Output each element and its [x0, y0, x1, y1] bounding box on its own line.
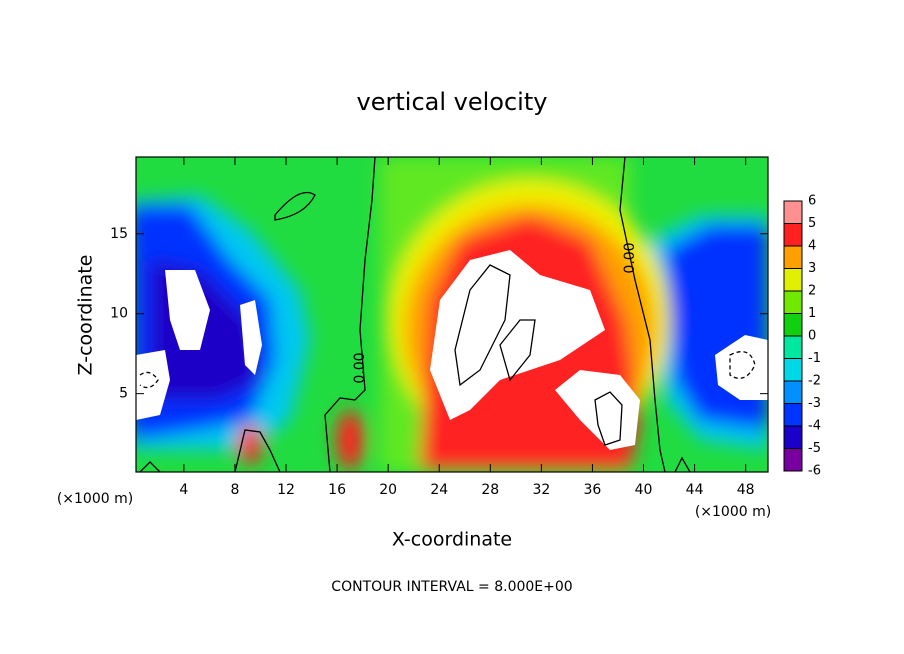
colorbar-swatch — [784, 223, 802, 246]
colorbar-swatch — [784, 403, 802, 426]
contour-line — [594, 391, 623, 446]
contour-label: 0.00 — [622, 242, 638, 273]
contour-line — [234, 429, 281, 472]
contour-line — [499, 319, 536, 382]
contour-lines — [139, 157, 756, 472]
colorbar-label: -3 — [808, 396, 821, 411]
colorbar-label: -1 — [808, 351, 821, 366]
contour-line — [619, 157, 666, 472]
x-tick-label: 8 — [230, 482, 239, 498]
field-saturated — [430, 250, 605, 420]
colorbar-swatch — [784, 426, 802, 449]
x-tick-label: 36 — [584, 482, 602, 498]
field-saturated — [555, 370, 640, 450]
x-unit-label: (×1000 m) — [695, 504, 771, 520]
x-tick-label: 20 — [379, 482, 397, 498]
x-unit-label: (×1000 m) — [57, 491, 133, 507]
field-saturated — [715, 335, 768, 400]
field-saturated — [165, 270, 210, 350]
contour-line — [454, 264, 511, 387]
x-axis-label: X-coordinate — [392, 529, 512, 551]
y-tick-label: 10 — [110, 306, 128, 322]
x-tick-label: 48 — [737, 482, 755, 498]
colorbar-label: 5 — [808, 216, 816, 231]
colorbar-label: 4 — [808, 239, 816, 254]
colorbar-swatch — [784, 246, 802, 269]
x-tick-label: 16 — [328, 482, 346, 498]
contour-line — [274, 191, 316, 221]
x-tick-label: 12 — [277, 482, 295, 498]
contour-line — [674, 456, 691, 472]
colorbar-swatch — [784, 313, 802, 336]
x-tick-label: 28 — [481, 482, 499, 498]
colorbar-swatch — [784, 268, 802, 291]
x-tick-label: 24 — [430, 482, 448, 498]
colorbar-label: -4 — [808, 419, 821, 434]
colorbar-label: 3 — [808, 261, 816, 276]
contour-line — [324, 157, 376, 472]
colorbar-swatch — [784, 381, 802, 404]
colorbar-label: 1 — [808, 306, 816, 321]
y-axis-label: Z-coordinate — [75, 255, 97, 376]
field-saturated — [240, 300, 262, 375]
colorbar-swatch — [784, 291, 802, 314]
colorbar-label: -2 — [808, 374, 821, 389]
colorbar-swatch — [784, 448, 802, 471]
x-tick-label: 4 — [179, 482, 188, 498]
contour-field — [136, 157, 768, 472]
colorbar-label: 0 — [808, 329, 816, 344]
field-region — [336, 410, 364, 470]
colorbar-swatch — [784, 336, 802, 359]
colorbar-swatch — [784, 201, 802, 224]
y-tick-label: 15 — [110, 226, 128, 242]
y-tick-label: 5 — [119, 386, 128, 402]
colorbar-label: -5 — [808, 441, 821, 456]
x-tick-label: 44 — [686, 482, 704, 498]
contour-line — [139, 371, 159, 389]
colorbar-label: 6 — [808, 194, 816, 209]
chart-title: vertical velocity — [357, 88, 548, 116]
contour-label: 0.00 — [352, 352, 368, 383]
colorbar-swatch — [784, 358, 802, 381]
x-tick-label: 32 — [532, 482, 550, 498]
x-tick-label: 40 — [635, 482, 653, 498]
footer-note: CONTOUR INTERVAL = 8.000E+00 — [331, 579, 572, 595]
colorbar-label: 2 — [808, 284, 816, 299]
plot-frame — [135, 156, 769, 473]
contour-line — [139, 461, 161, 472]
contour-line — [729, 351, 756, 379]
colorbar-label: -6 — [808, 464, 821, 479]
